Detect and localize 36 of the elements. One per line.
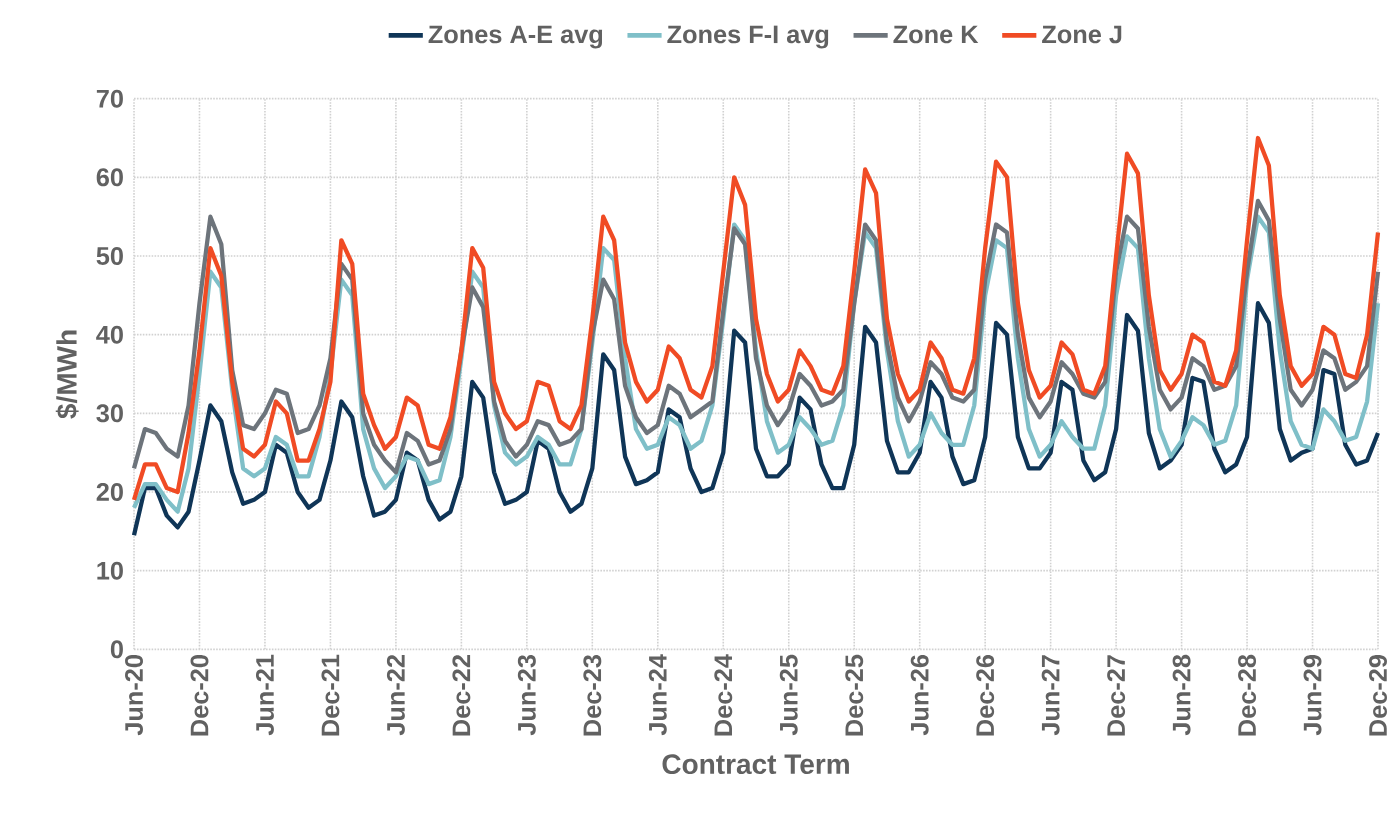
legend-label: Zone K — [893, 25, 979, 44]
line-series — [131, 300, 1381, 538]
x-tick-label: Jun-27 — [1041, 655, 1060, 736]
x-tick-label: Jun-29 — [1303, 654, 1322, 736]
y-tick-label: 60 — [96, 168, 123, 187]
y-axis-title: $/MWh — [55, 330, 79, 419]
y-tick-label: 50 — [96, 246, 123, 265]
x-tick-label: Dec-20 — [190, 654, 209, 736]
x-tick-label: Dec-21 — [321, 654, 340, 736]
x-tick-label: Dec-26 — [976, 654, 995, 736]
x-tick-label: Dec-22 — [452, 654, 471, 736]
line-series — [131, 135, 1381, 502]
x-tick-label: Dec-25 — [845, 654, 864, 736]
x-tick-label: Jun-25 — [779, 654, 798, 736]
x-tick-label: Jun-28 — [1172, 654, 1191, 736]
x-tick-label: Jun-22 — [386, 654, 405, 736]
y-tick-label: 0 — [110, 640, 123, 659]
y-tick-label: 30 — [96, 404, 123, 423]
x-tick-label: Dec-23 — [583, 654, 602, 736]
x-tick-label: Jun-21 — [255, 654, 274, 736]
x-axis-title: Contract Term — [662, 754, 849, 774]
x-tick-label: Jun-20 — [125, 654, 143, 736]
x-tick-label: Dec-27 — [1107, 655, 1126, 736]
x-tick-label: Dec-24 — [714, 654, 733, 736]
x-tick-label: Dec-28 — [1238, 654, 1257, 736]
y-tick-label: 70 — [96, 89, 123, 108]
x-tick-label: Jun-26 — [910, 654, 929, 736]
y-tick-label: 40 — [96, 325, 123, 344]
x-tick-label: Jun-23 — [517, 654, 536, 736]
y-tick-label: 10 — [97, 561, 123, 580]
legend-label: Zones A-E avg — [428, 25, 603, 49]
legend-label: Zones F-I avg — [667, 25, 829, 49]
y-tick-label: 20 — [96, 482, 123, 501]
legend-label: Zone J — [1042, 25, 1122, 44]
x-tick-label: Jun-24 — [648, 654, 667, 736]
x-tick-label: Dec-29 — [1369, 654, 1387, 736]
